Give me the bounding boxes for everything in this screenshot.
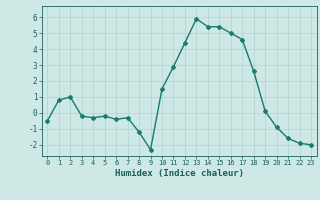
X-axis label: Humidex (Indice chaleur): Humidex (Indice chaleur): [115, 169, 244, 178]
